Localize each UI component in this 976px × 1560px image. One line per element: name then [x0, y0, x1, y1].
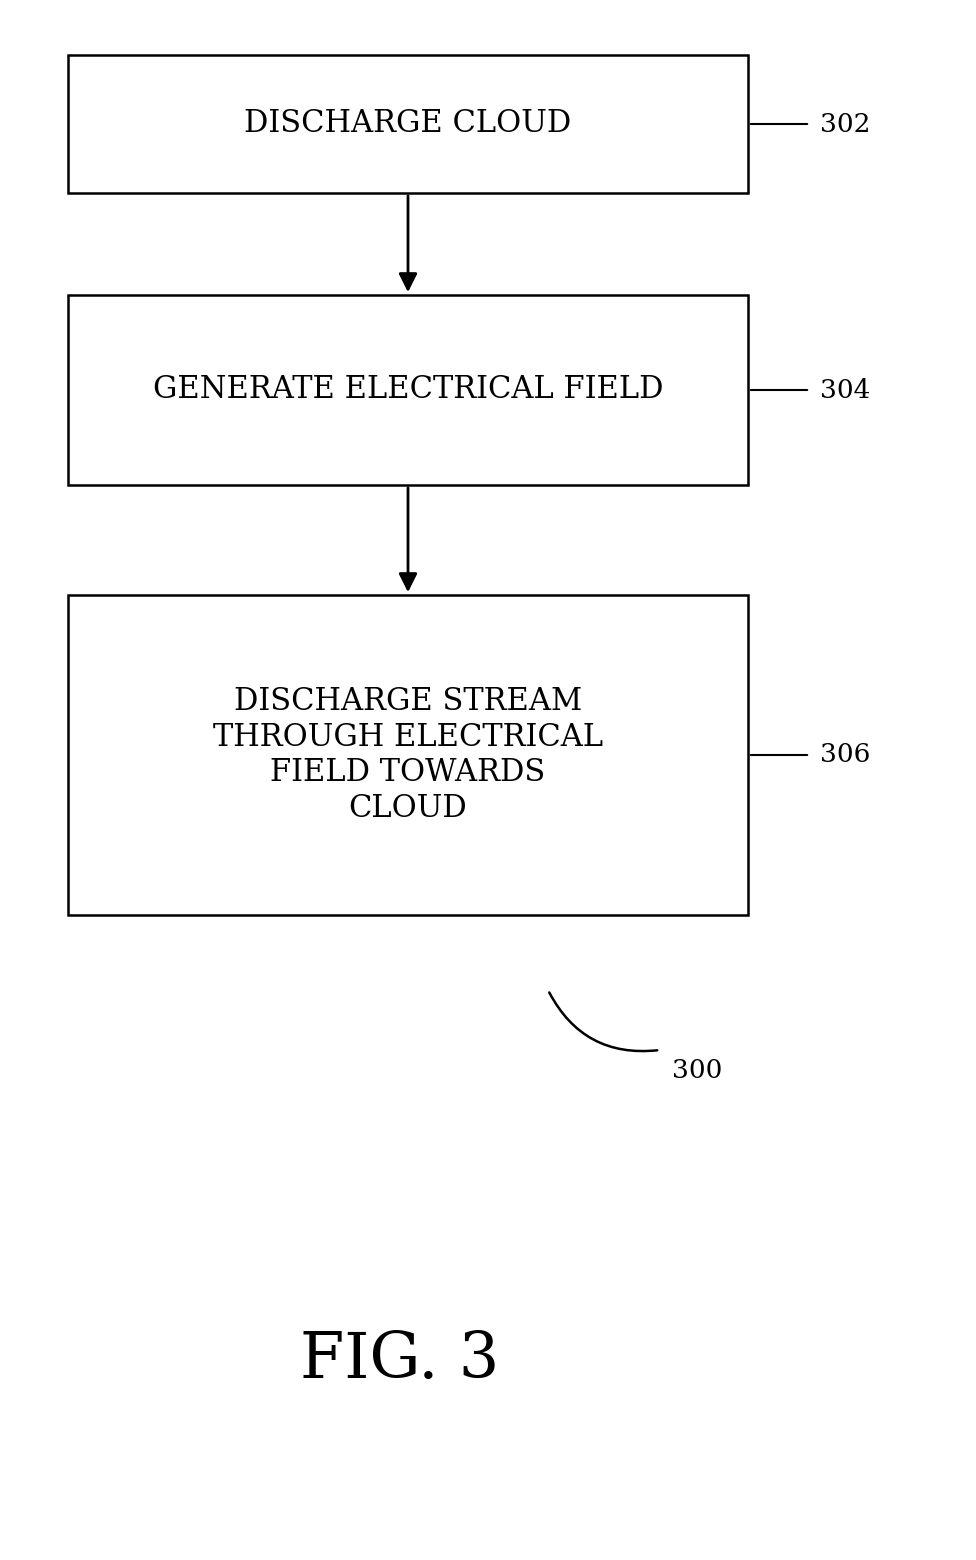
Bar [68, 55, 748, 193]
Text: GENERATE ELECTRICAL FIELD: GENERATE ELECTRICAL FIELD [153, 374, 664, 406]
Text: 300: 300 [672, 1058, 722, 1083]
Text: FIG. 3: FIG. 3 [301, 1329, 500, 1390]
Text: DISCHARGE CLOUD: DISCHARGE CLOUD [244, 109, 572, 139]
Text: 306: 306 [820, 743, 871, 768]
Bar [68, 594, 748, 916]
Text: 302: 302 [820, 111, 871, 137]
Text: 304: 304 [820, 378, 871, 402]
Bar [68, 295, 748, 485]
Text: DISCHARGE STREAM
THROUGH ELECTRICAL
FIELD TOWARDS
CLOUD: DISCHARGE STREAM THROUGH ELECTRICAL FIEL… [213, 686, 603, 824]
